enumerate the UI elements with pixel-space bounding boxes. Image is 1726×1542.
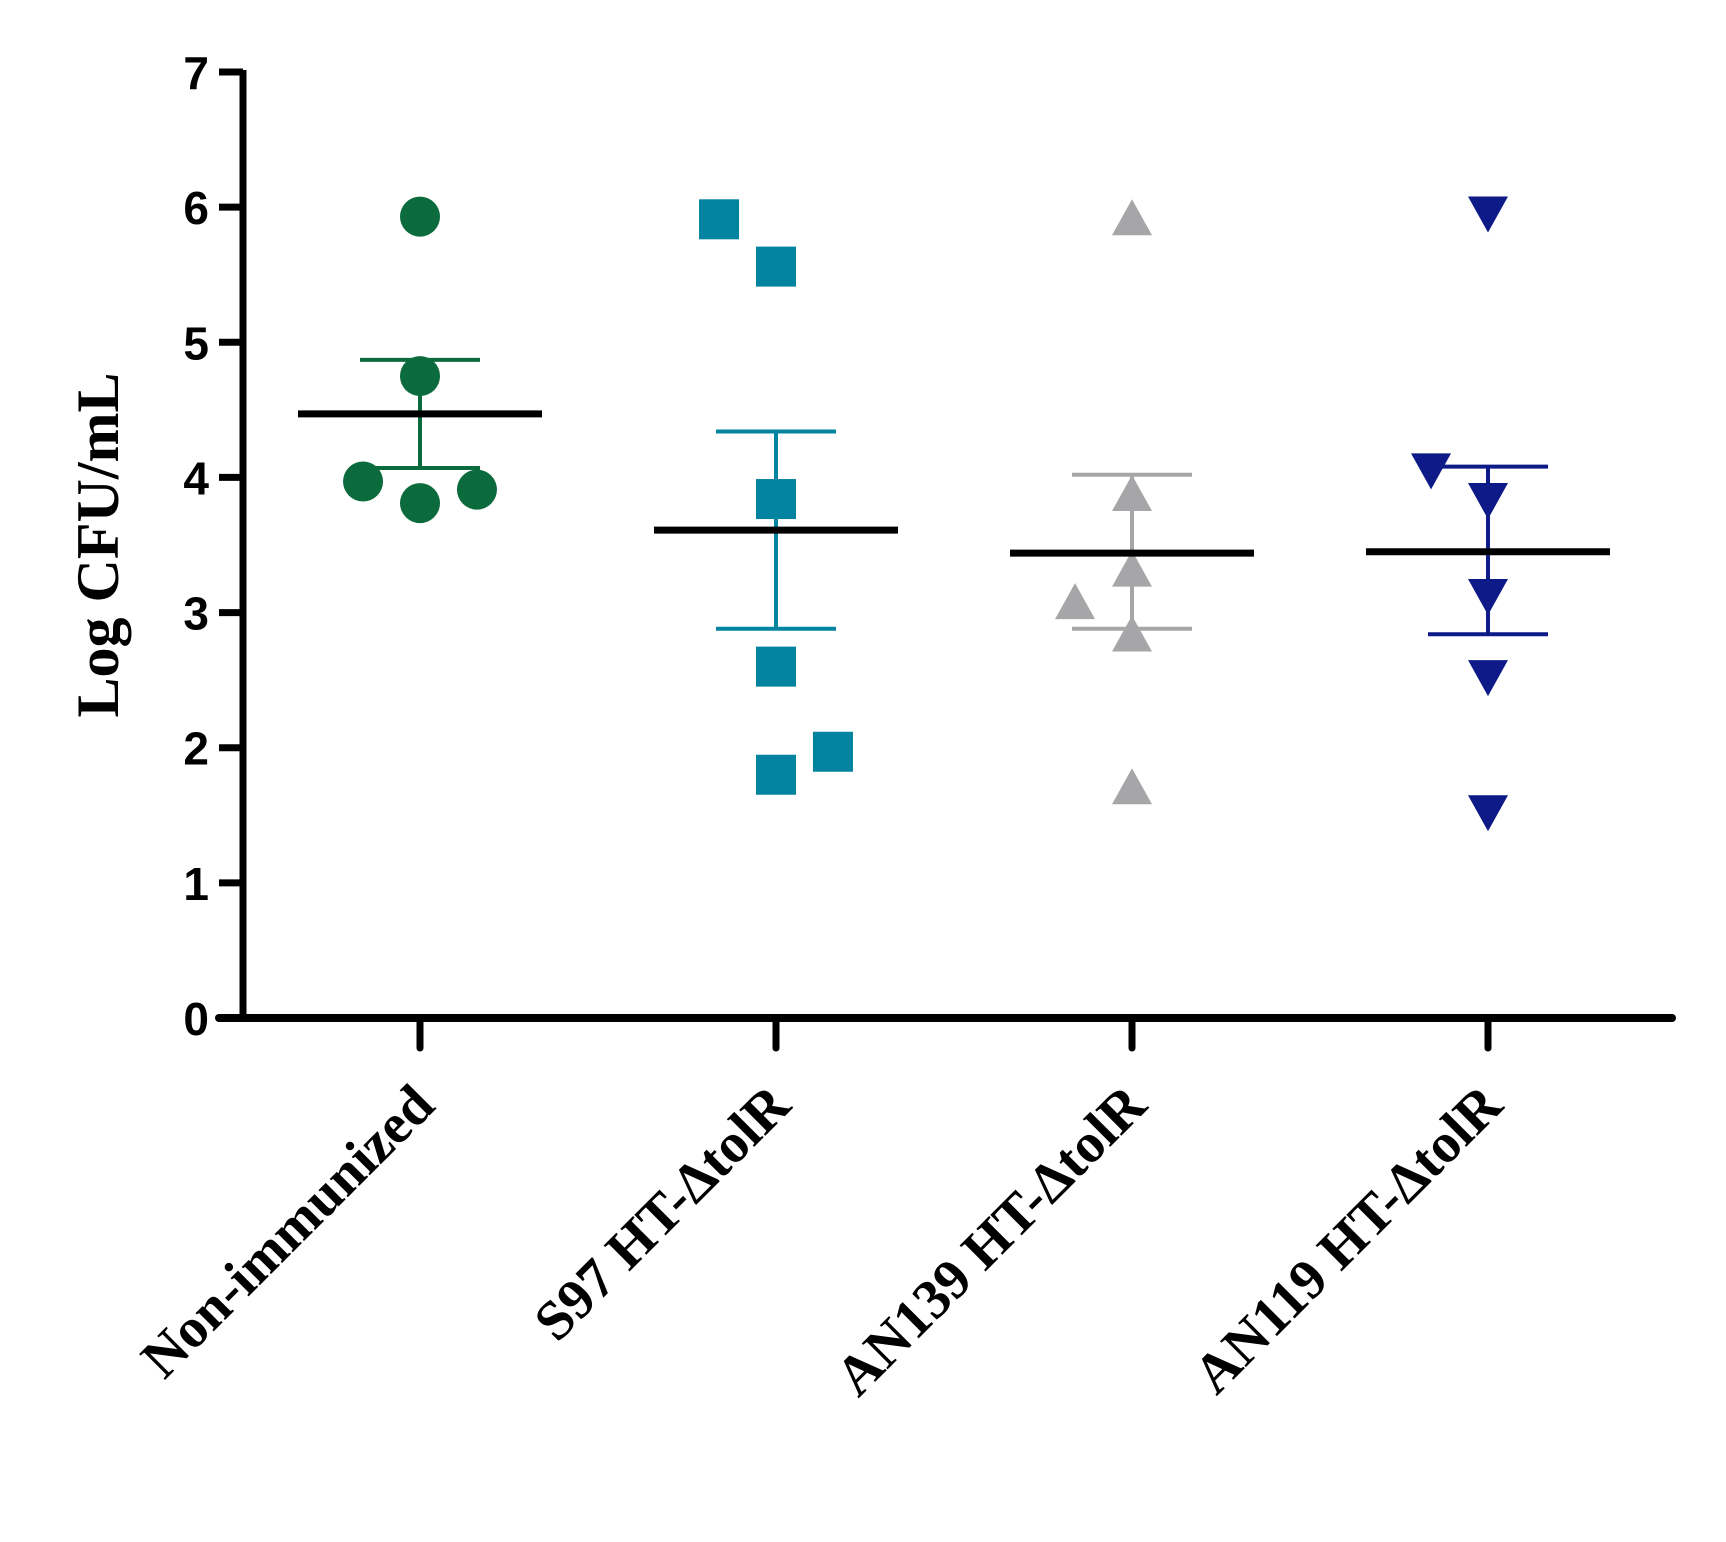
- data-point-triangle-down: [1468, 660, 1508, 697]
- y-tick-label: 0: [183, 993, 209, 1045]
- data-point-square: [756, 646, 796, 687]
- y-tick-label: 7: [183, 47, 209, 99]
- data-point-triangle-up: [1112, 199, 1152, 236]
- data-point-triangle-up: [1112, 550, 1152, 587]
- data-point-square: [812, 731, 853, 772]
- y-tick-label: 3: [183, 588, 209, 640]
- data-point-triangle-up: [1055, 583, 1096, 620]
- error-bars: [360, 357, 1548, 637]
- x-category-label: AN119 HT-ΔtolR: [1182, 1073, 1515, 1406]
- y-tick-label: 2: [183, 723, 209, 775]
- data-point-square: [756, 479, 796, 520]
- data-point-circle: [400, 356, 440, 397]
- data-point-triangle-down: [1468, 795, 1508, 832]
- data-point-circle: [456, 469, 497, 510]
- data-point-triangle-down: [1468, 579, 1508, 616]
- data-point-square: [699, 199, 740, 240]
- data-point-square: [756, 754, 796, 795]
- y-axis-title: Log CFU/mL: [65, 373, 131, 718]
- y-tick-label: 6: [183, 182, 209, 234]
- data-point-triangle-up: [1112, 615, 1152, 652]
- x-category-label: S97 HT-ΔtolR: [523, 1073, 803, 1353]
- data-point-circle: [400, 483, 440, 524]
- x-category-label: Non-immunized: [130, 1073, 447, 1390]
- data-point-triangle-down: [1411, 453, 1452, 490]
- data-point-square: [756, 246, 796, 287]
- y-tick-label: 4: [183, 452, 209, 504]
- data-point-triangle-down: [1468, 483, 1508, 520]
- x-category-label: AN139 HT-ΔtolR: [824, 1073, 1159, 1408]
- data-point-triangle-down: [1468, 196, 1508, 233]
- mean-lines: [298, 410, 1610, 557]
- data-point-circle: [343, 461, 384, 502]
- data-point-triangle-up: [1112, 474, 1152, 511]
- data-point-triangle-up: [1112, 768, 1152, 805]
- y-tick-label: 5: [183, 317, 209, 369]
- data-points: [343, 196, 1508, 832]
- data-point-circle: [400, 196, 440, 237]
- y-tick-label: 1: [183, 858, 209, 910]
- axes: [215, 68, 1676, 1052]
